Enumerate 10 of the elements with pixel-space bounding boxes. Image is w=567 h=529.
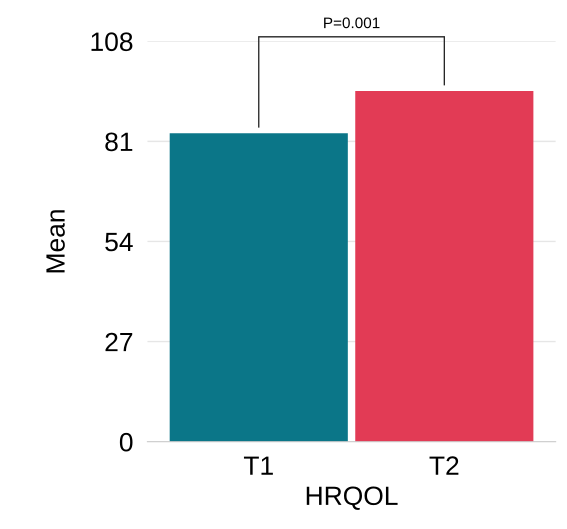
y-tick-label: 54 bbox=[105, 232, 133, 252]
x-tick-label: T1 bbox=[244, 456, 273, 475]
x-axis-title: HRQOL bbox=[306, 486, 398, 510]
y-tick-label: 0 bbox=[120, 432, 132, 452]
y-tick-label: 81 bbox=[105, 132, 132, 152]
text: P=0.001 bbox=[324, 17, 380, 28]
y-tick-label: 108 bbox=[92, 32, 132, 52]
x-tick-label: T2 bbox=[430, 456, 458, 475]
y-tick-label: 27 bbox=[106, 332, 132, 352]
y-axis-title: Mean bbox=[46, 210, 65, 272]
